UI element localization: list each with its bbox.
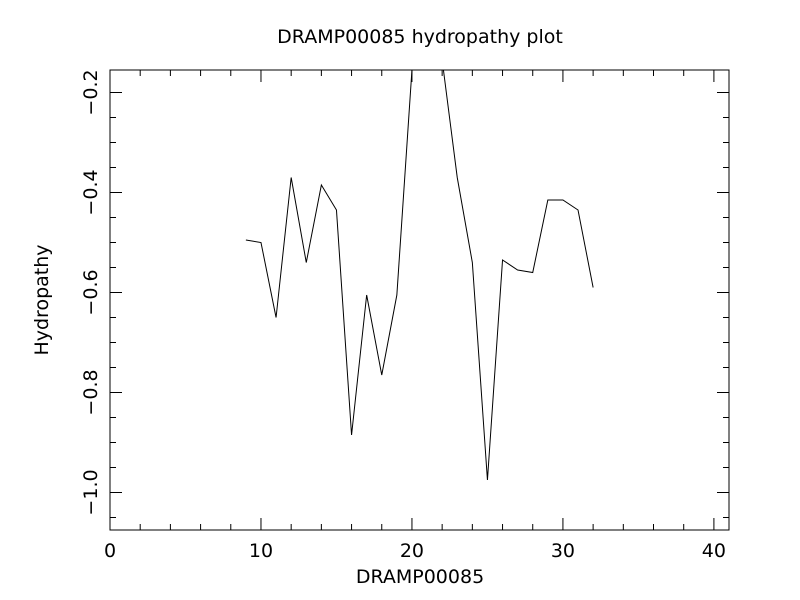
x-tick-label: 30 [551,540,575,562]
y-tick-label: −0.4 [80,169,102,215]
x-tick-label: 0 [104,540,116,562]
axis-ticks [109,70,729,530]
y-tick-label: −0.2 [80,69,102,115]
y-tick-label: −1.0 [80,469,102,515]
x-tick-label: 20 [400,540,424,562]
x-tick-label: 10 [249,540,273,562]
y-tick-labels: −1.0 −0.8 −0.6 −0.4 −0.2 [80,69,102,515]
y-tick-label: −0.8 [80,369,102,415]
x-tick-labels: 0 10 20 30 40 [104,540,726,562]
y-tick-label: −0.6 [80,269,102,315]
plot-frame [109,69,730,531]
y-axis-label: Hydropathy [31,244,53,355]
hydropathy-series-line [245,70,594,481]
x-tick-label: 40 [702,540,726,562]
x-axis-label: DRAMP00085 [356,566,484,588]
chart-title: DRAMP00085 hydropathy plot [277,26,563,48]
